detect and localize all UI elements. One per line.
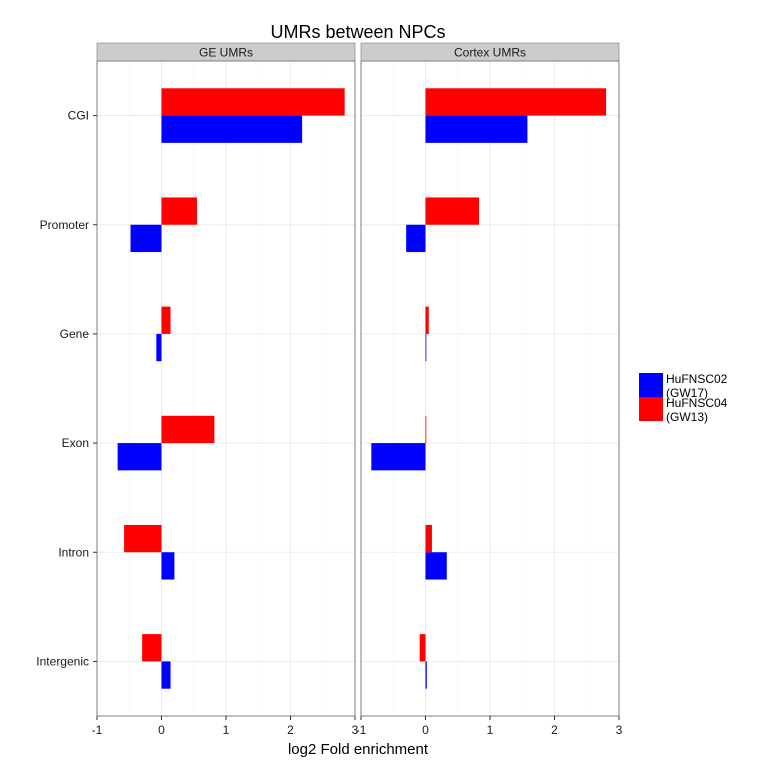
bar-cortex-umrs-promoter-hufnsc04 bbox=[425, 197, 480, 225]
bar-ge-umrs-promoter-hufnsc04 bbox=[161, 197, 197, 225]
panel-strip-label: GE UMRs bbox=[199, 46, 253, 60]
bar-ge-umrs-intron-hufnsc04 bbox=[124, 524, 162, 553]
y-tick-label: Promoter bbox=[40, 218, 89, 232]
x-axis: -1 0 1 2 3 bbox=[92, 716, 359, 737]
bar-ge-umrs-gene-hufnsc02 bbox=[156, 333, 162, 362]
x-tick-label: 0 bbox=[158, 723, 165, 737]
bar-ge-umrs-cgi-hufnsc02 bbox=[161, 115, 303, 143]
bar-cortex-umrs-intron-hufnsc02 bbox=[425, 552, 447, 580]
bar-ge-umrs-intergenic-hufnsc04 bbox=[142, 634, 162, 662]
x-tick-label: -1 bbox=[356, 723, 367, 737]
y-axis: CGI Promoter Gene Exon Intron Intergenic bbox=[36, 109, 97, 668]
legend-label: HuFNSC04 (GW13) bbox=[666, 396, 728, 424]
bar-cortex-umrs-intergenic-hufnsc02 bbox=[425, 661, 427, 689]
bar-ge-umrs-exon-hufnsc04 bbox=[161, 415, 215, 444]
y-tick-label: Intron bbox=[58, 545, 89, 559]
chart-title: UMRs between NPCs bbox=[270, 22, 445, 42]
bar-ge-umrs-exon-hufnsc02 bbox=[117, 443, 162, 471]
bar-cortex-umrs-cgi-hufnsc02 bbox=[425, 115, 528, 143]
x-tick-label: 2 bbox=[551, 723, 558, 737]
x-tick-label: 3 bbox=[352, 723, 359, 737]
bar-cortex-umrs-promoter-hufnsc02 bbox=[406, 224, 426, 253]
panels: GE UMRs -1 0 1 2 3 Cortex UMRs -1 0 1 2 3 bbox=[92, 42, 623, 737]
x-tick-label: 2 bbox=[287, 723, 294, 737]
x-tick-label: 1 bbox=[223, 723, 230, 737]
legend-label: HuFNSC02 (GW17) bbox=[666, 372, 728, 400]
y-tick-label: Intergenic bbox=[36, 654, 89, 668]
x-axis: -1 0 1 2 3 bbox=[356, 716, 623, 737]
x-tick-label: -1 bbox=[92, 723, 103, 737]
bar-ge-umrs-cgi-hufnsc04 bbox=[161, 88, 345, 116]
panel-ge-umrs: GE UMRs -1 0 1 2 3 bbox=[92, 42, 359, 737]
legend-key bbox=[639, 373, 663, 397]
x-axis-title: log2 Fold enrichment bbox=[288, 741, 429, 758]
y-tick-label: CGI bbox=[68, 109, 89, 123]
legend: HuFNSC02 (GW17)HuFNSC04 (GW13) bbox=[639, 372, 728, 424]
x-tick-label: 0 bbox=[422, 723, 429, 737]
legend-item-hufnsc02: HuFNSC02 (GW17) bbox=[639, 372, 728, 400]
bar-cortex-umrs-gene-hufnsc02 bbox=[425, 333, 427, 362]
bar-ge-umrs-promoter-hufnsc02 bbox=[130, 224, 162, 253]
panel-cortex-umrs: Cortex UMRs -1 0 1 2 3 bbox=[356, 42, 623, 737]
grid bbox=[96, 61, 356, 716]
legend-key bbox=[639, 397, 663, 421]
x-tick-label: 3 bbox=[616, 723, 623, 737]
y-tick-label: Gene bbox=[60, 327, 90, 341]
bar-cortex-umrs-exon-hufnsc02 bbox=[371, 443, 426, 471]
y-tick-label: Exon bbox=[62, 436, 89, 450]
bar-cortex-umrs-intergenic-hufnsc04 bbox=[419, 634, 426, 662]
bar-ge-umrs-gene-hufnsc04 bbox=[161, 306, 171, 334]
bar-cortex-umrs-gene-hufnsc04 bbox=[425, 306, 429, 334]
bar-ge-umrs-intergenic-hufnsc02 bbox=[161, 661, 171, 689]
bar-cortex-umrs-cgi-hufnsc04 bbox=[425, 88, 607, 116]
panel-strip-label: Cortex UMRs bbox=[454, 46, 526, 60]
bar-cortex-umrs-intron-hufnsc04 bbox=[425, 524, 432, 553]
x-tick-label: 1 bbox=[487, 723, 494, 737]
bar-cortex-umrs-exon-hufnsc04 bbox=[425, 415, 427, 444]
legend-item-hufnsc04: HuFNSC04 (GW13) bbox=[639, 396, 728, 424]
bar-ge-umrs-intron-hufnsc02 bbox=[161, 552, 175, 580]
bars bbox=[117, 88, 345, 689]
bars bbox=[371, 88, 607, 689]
